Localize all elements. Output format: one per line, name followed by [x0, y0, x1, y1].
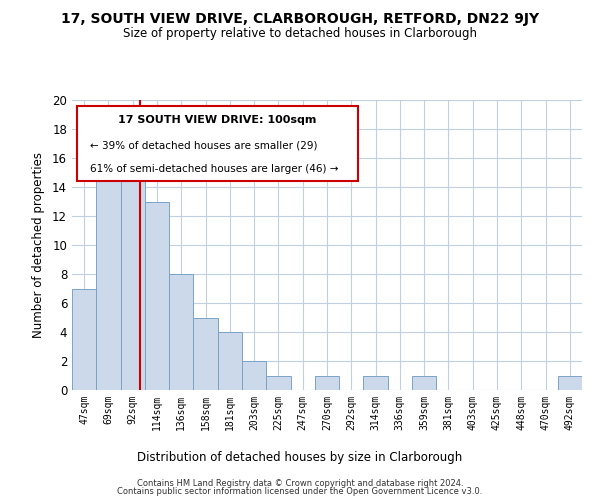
Text: 61% of semi-detached houses are larger (46) →: 61% of semi-detached houses are larger (… — [90, 164, 338, 174]
Bar — [145, 202, 169, 390]
Text: Size of property relative to detached houses in Clarborough: Size of property relative to detached ho… — [123, 28, 477, 40]
Bar — [72, 288, 96, 390]
Bar — [218, 332, 242, 390]
Text: 17 SOUTH VIEW DRIVE: 100sqm: 17 SOUTH VIEW DRIVE: 100sqm — [118, 114, 317, 124]
Bar — [412, 376, 436, 390]
Text: 17, SOUTH VIEW DRIVE, CLARBOROUGH, RETFORD, DN22 9JY: 17, SOUTH VIEW DRIVE, CLARBOROUGH, RETFO… — [61, 12, 539, 26]
Bar — [266, 376, 290, 390]
Bar — [169, 274, 193, 390]
Text: Distribution of detached houses by size in Clarborough: Distribution of detached houses by size … — [137, 451, 463, 464]
Text: Contains public sector information licensed under the Open Government Licence v3: Contains public sector information licen… — [118, 487, 482, 496]
Bar — [558, 376, 582, 390]
Bar — [96, 172, 121, 390]
FancyBboxPatch shape — [77, 106, 358, 181]
Bar — [242, 361, 266, 390]
Bar — [364, 376, 388, 390]
Text: Contains HM Land Registry data © Crown copyright and database right 2024.: Contains HM Land Registry data © Crown c… — [137, 478, 463, 488]
Bar — [315, 376, 339, 390]
Text: ← 39% of detached houses are smaller (29): ← 39% of detached houses are smaller (29… — [90, 140, 317, 150]
Bar — [121, 144, 145, 390]
Y-axis label: Number of detached properties: Number of detached properties — [32, 152, 45, 338]
Bar — [193, 318, 218, 390]
